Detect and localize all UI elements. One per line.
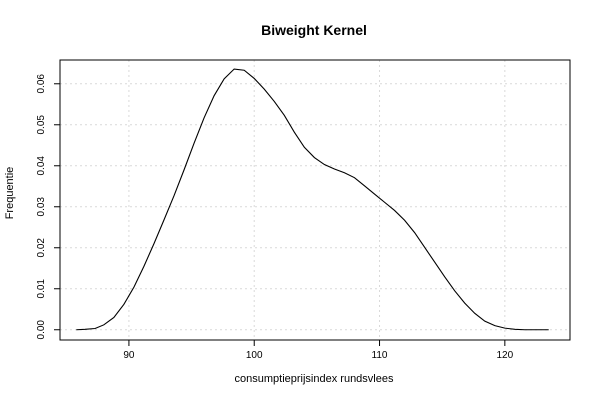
y-tick-label: 0.00 — [36, 320, 47, 340]
y-tick-label: 0.03 — [36, 197, 47, 217]
x-tick-label: 110 — [372, 350, 388, 361]
y-tick-label: 0.02 — [36, 238, 47, 258]
y-tick-label: 0.04 — [36, 156, 47, 176]
x-tick-label: 90 — [123, 350, 135, 361]
x-tick-label: 120 — [496, 350, 513, 361]
x-tick-label: 100 — [246, 350, 263, 361]
y-tick-label: 0.06 — [36, 74, 47, 94]
density-curve — [76, 68, 549, 331]
y-tick-label: 0.01 — [36, 279, 47, 299]
grid-layer — [60, 60, 570, 340]
x-axis: 90 100 110 120 — [123, 340, 514, 361]
y-axis: 0.00 0.01 0.02 0.03 0.04 0.05 0.06 — [36, 74, 60, 340]
plot-frame — [59, 59, 571, 341]
chart-title: Biweight Kernel — [261, 22, 367, 38]
y-axis-label: Frequentie — [4, 167, 16, 220]
x-axis-label: consumptieprijsindex rundsvlees — [235, 373, 394, 385]
y-tick-label: 0.05 — [36, 115, 47, 135]
